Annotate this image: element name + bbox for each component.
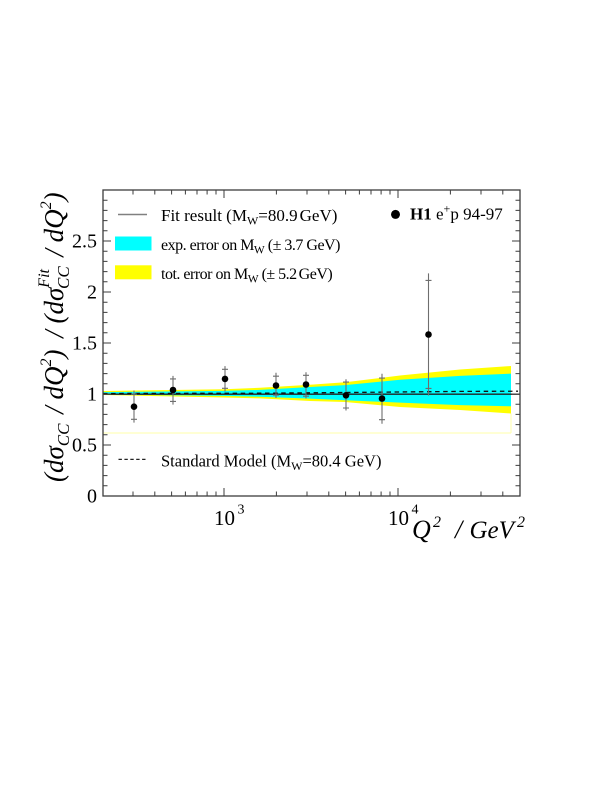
svg-text:1.5: 1.5 bbox=[72, 333, 97, 355]
svg-text:1: 1 bbox=[87, 384, 97, 406]
svg-text:0: 0 bbox=[87, 486, 97, 508]
svg-text:exp. error on MW (± 3.7 GeV): exp. error on MW (± 3.7 GeV) bbox=[161, 237, 340, 257]
svg-text:2.5: 2.5 bbox=[72, 231, 97, 253]
svg-text:H1 e+p 94-97: H1 e+p 94-97 bbox=[410, 202, 503, 224]
svg-text:2: 2 bbox=[87, 282, 97, 304]
svg-text:Standard Model (MW=80.4 GeV): Standard Model (MW=80.4 GeV) bbox=[161, 452, 381, 474]
svg-text:0.5: 0.5 bbox=[72, 435, 97, 457]
